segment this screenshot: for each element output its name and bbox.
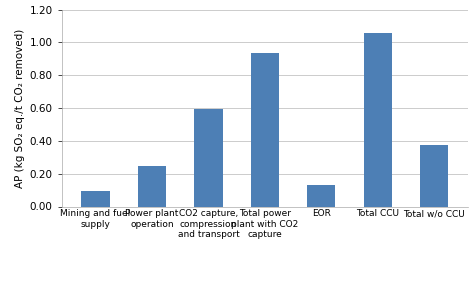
Bar [364, 32, 392, 206]
Bar [307, 185, 336, 206]
Bar [251, 53, 279, 206]
Bar [194, 109, 223, 206]
Y-axis label: AP (kg SO₂ eq./t CO₂ removed): AP (kg SO₂ eq./t CO₂ removed) [15, 28, 25, 188]
Bar [82, 191, 109, 206]
Bar [138, 166, 166, 206]
Bar [420, 145, 448, 206]
